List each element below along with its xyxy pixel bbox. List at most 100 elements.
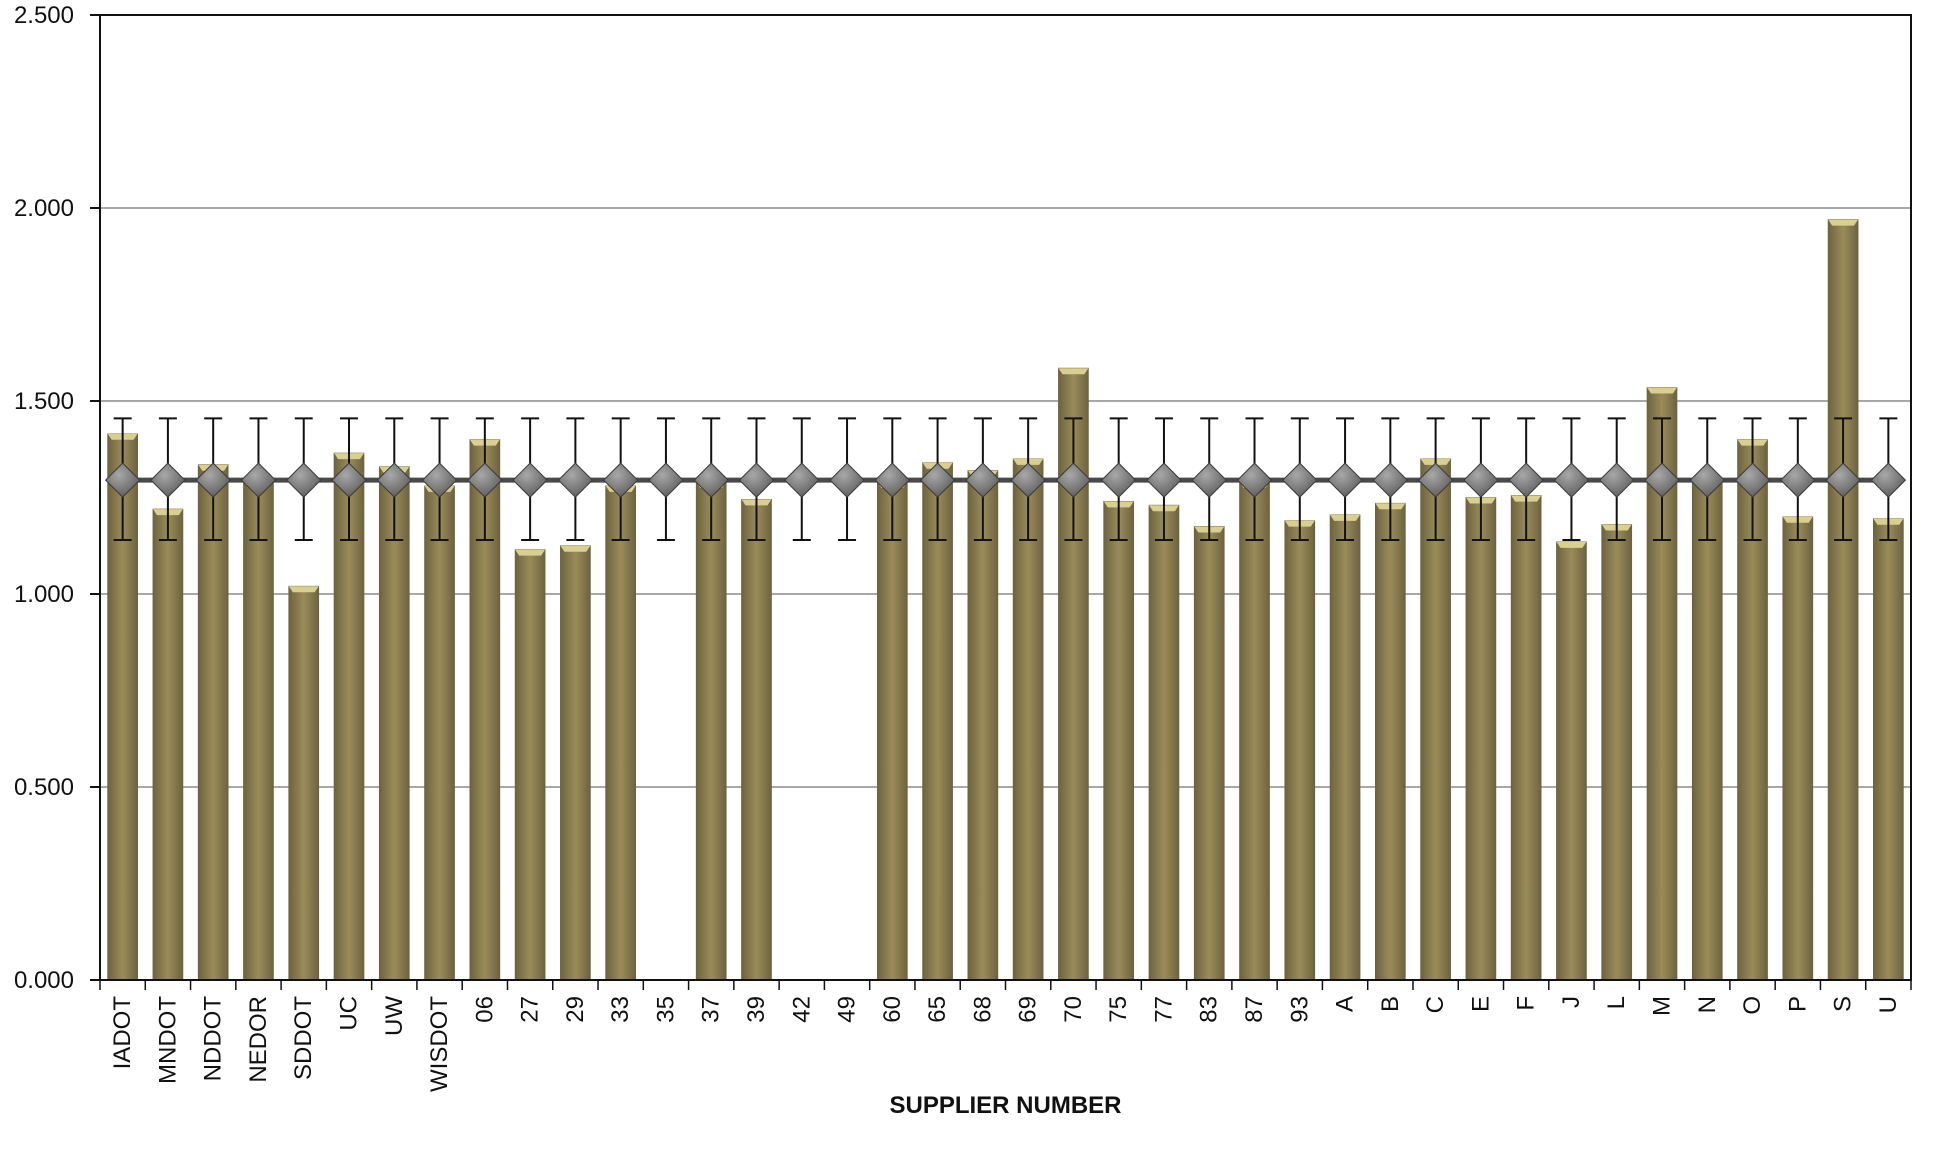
bar bbox=[1193, 526, 1225, 981]
diamond-marker bbox=[1010, 462, 1046, 498]
x-tick-label: A bbox=[1332, 996, 1359, 1012]
diamond-marker bbox=[1282, 462, 1318, 498]
x-tick-label: 87 bbox=[1241, 996, 1268, 1023]
diamond-marker bbox=[1644, 462, 1680, 498]
diamond-marker bbox=[1508, 462, 1544, 498]
x-tick-label: 60 bbox=[879, 996, 906, 1023]
bar-top-bevel bbox=[1647, 387, 1677, 394]
diamond-marker bbox=[1146, 462, 1182, 498]
x-tick-label: 77 bbox=[1150, 996, 1177, 1023]
diamond-marker bbox=[1236, 462, 1273, 498]
diamond-marker bbox=[1689, 462, 1725, 498]
y-tick-label: 0.000 bbox=[14, 967, 74, 994]
bar bbox=[1601, 524, 1633, 981]
x-tick-label: 68 bbox=[969, 996, 996, 1023]
x-tick-label: 42 bbox=[788, 996, 815, 1023]
bar bbox=[922, 462, 953, 981]
x-tick-label: 39 bbox=[743, 996, 770, 1023]
diamond-marker bbox=[1055, 462, 1092, 498]
diamond-marker bbox=[1100, 462, 1137, 498]
diamond-marker bbox=[286, 462, 322, 498]
bar bbox=[695, 481, 727, 981]
x-tick-label: 93 bbox=[1286, 996, 1313, 1023]
bar-top-bevel bbox=[515, 549, 546, 556]
x-tick-label: L bbox=[1603, 996, 1630, 1009]
x-tick-label: 83 bbox=[1196, 996, 1223, 1023]
bar bbox=[1012, 458, 1044, 981]
diamond-marker bbox=[829, 462, 865, 498]
x-tick-label: 29 bbox=[562, 996, 589, 1023]
bar bbox=[1782, 516, 1814, 981]
diamond-marker bbox=[150, 462, 186, 498]
bar bbox=[1148, 504, 1180, 981]
x-axis-label: SUPPLIER NUMBER bbox=[889, 1092, 1121, 1119]
bar bbox=[1873, 518, 1904, 981]
bar bbox=[876, 481, 908, 981]
diamond-marker bbox=[874, 462, 911, 498]
x-tick-label: UW bbox=[381, 996, 408, 1036]
x-tick-label: NEDOR bbox=[245, 996, 272, 1083]
x-tick-label: WISDOT bbox=[426, 996, 453, 1092]
diamond-marker bbox=[512, 462, 548, 498]
gridlines bbox=[100, 14, 1911, 788]
diamond-marker bbox=[738, 462, 775, 498]
bar bbox=[288, 585, 320, 981]
bar-top-bevel bbox=[288, 586, 319, 593]
diamond-marker bbox=[648, 462, 684, 498]
diamond-marker bbox=[1327, 462, 1363, 498]
diamond-marker bbox=[557, 462, 594, 498]
diamond-marker bbox=[195, 462, 231, 498]
diamond-marker bbox=[1372, 462, 1409, 498]
diamond-marker bbox=[1599, 462, 1635, 498]
x-tick-label: IADOT bbox=[109, 996, 136, 1070]
markers bbox=[104, 462, 1907, 498]
bar bbox=[243, 477, 274, 981]
x-tick-label: 33 bbox=[607, 996, 634, 1023]
diamond-marker bbox=[421, 462, 458, 498]
x-tick-label: C bbox=[1422, 996, 1449, 1013]
bar bbox=[1284, 520, 1316, 981]
bars bbox=[107, 219, 1904, 981]
bar bbox=[1420, 458, 1451, 981]
x-tick-label: U bbox=[1875, 996, 1902, 1013]
x-tick-label: J bbox=[1558, 996, 1585, 1008]
bar-top-bevel bbox=[1828, 219, 1859, 226]
diamond-marker bbox=[965, 462, 1001, 498]
x-tick-label: MNDOT bbox=[154, 996, 181, 1084]
bar bbox=[1510, 495, 1542, 981]
x-tick-label: O bbox=[1739, 996, 1766, 1015]
x-tick-labels: IADOT MNDOT NDDOT NEDOR SDDOT UC UW WISDOT 06 27 2… bbox=[109, 996, 1902, 1092]
bar bbox=[741, 499, 772, 981]
x-tick-label: N bbox=[1694, 996, 1721, 1013]
bar bbox=[1329, 514, 1361, 981]
diamond-marker bbox=[1463, 462, 1499, 498]
diamond-marker bbox=[1191, 462, 1227, 498]
bar bbox=[1374, 502, 1406, 981]
bar bbox=[605, 485, 637, 981]
y-tick-label: 1.000 bbox=[14, 581, 74, 608]
bar-top-bevel bbox=[560, 545, 591, 552]
diamond-marker bbox=[693, 462, 729, 498]
plot-frame bbox=[99, 14, 1912, 981]
bar bbox=[514, 549, 546, 981]
y-tick-label: 2.000 bbox=[14, 195, 74, 222]
bar-top-bevel bbox=[1556, 541, 1587, 548]
x-tick-label: 69 bbox=[1015, 996, 1042, 1023]
y-tick-label: 0.500 bbox=[14, 774, 74, 801]
diamond-marker bbox=[240, 462, 277, 498]
diamond-marker bbox=[376, 462, 412, 498]
diamond-marker bbox=[602, 462, 639, 498]
bar bbox=[967, 470, 999, 981]
diamond-marker bbox=[1553, 462, 1590, 498]
diamond-marker bbox=[1417, 462, 1454, 498]
x-tick-label: SDDOT bbox=[290, 996, 317, 1080]
x-tick-label: B bbox=[1377, 996, 1404, 1012]
bar bbox=[1239, 481, 1270, 981]
x-tick-label: F bbox=[1513, 996, 1540, 1011]
bar bbox=[378, 466, 410, 981]
x-tick-label: NDDOT bbox=[200, 996, 227, 1082]
bar bbox=[1103, 500, 1135, 981]
bar bbox=[560, 545, 591, 981]
y-tick-label: 2.500 bbox=[14, 2, 74, 29]
